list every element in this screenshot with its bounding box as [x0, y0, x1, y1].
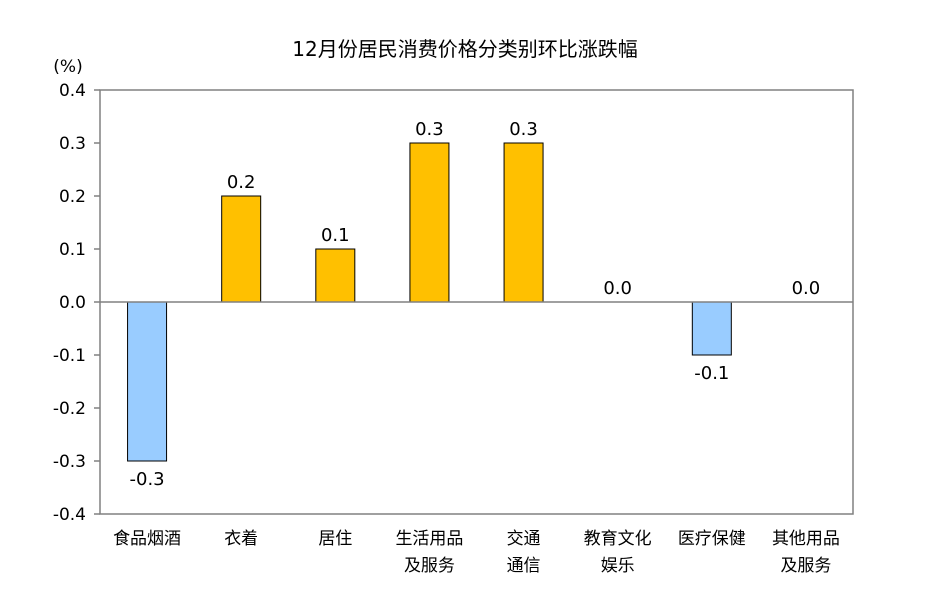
y-tick-label: 0.4: [59, 81, 86, 101]
y-axis-ticks: 0.4 0.3 0.2 0.1 0.0 -0.1 -0.2 -0.3 -0.4: [53, 81, 100, 525]
category-label: 居住: [318, 529, 352, 549]
y-tick-label: 0.3: [59, 134, 86, 154]
data-label: 0.1: [321, 225, 350, 246]
y-tick-label: 0.0: [59, 293, 86, 313]
bar: [221, 195, 262, 303]
y-tick-label: 0.2: [59, 187, 86, 207]
data-label: 0.3: [509, 119, 538, 140]
bars: [127, 142, 732, 462]
category-label: 衣着: [224, 529, 258, 549]
bar: [503, 142, 544, 303]
y-tick-label: -0.3: [53, 452, 86, 472]
data-label: -0.1: [694, 363, 729, 384]
data-label: -0.3: [130, 469, 165, 490]
data-label: 0.2: [227, 172, 256, 193]
data-label: 0.0: [792, 278, 821, 299]
chart-title: 12月份居民消费价格分类别环比涨跌幅: [292, 37, 637, 61]
bar: [127, 301, 168, 462]
category-label: 及服务: [404, 556, 455, 576]
bar: [691, 301, 732, 356]
category-label: 通信: [507, 556, 541, 576]
category-label: 食品烟酒: [113, 529, 181, 549]
category-label: 其他用品: [772, 529, 840, 549]
category-label: 及服务: [780, 556, 831, 576]
y-axis-unit: (%): [53, 57, 82, 77]
category-label: 生活用品: [395, 529, 463, 549]
category-label: 教育文化: [584, 529, 652, 549]
bar: [315, 248, 356, 303]
bar: [409, 142, 450, 303]
y-tick-label: 0.1: [59, 240, 86, 260]
y-tick-label: -0.4: [53, 505, 86, 525]
data-label: 0.3: [415, 119, 444, 140]
category-label: 医疗保健: [678, 529, 746, 549]
y-tick-label: -0.1: [53, 346, 86, 366]
data-labels: -0.3 0.2 0.1 0.3 0.3 0.0 -0.1 0.0: [130, 119, 821, 490]
category-label: 交通: [507, 529, 541, 549]
category-label: 娱乐: [601, 556, 635, 576]
data-label: 0.0: [603, 278, 632, 299]
y-tick-label: -0.2: [53, 399, 86, 419]
